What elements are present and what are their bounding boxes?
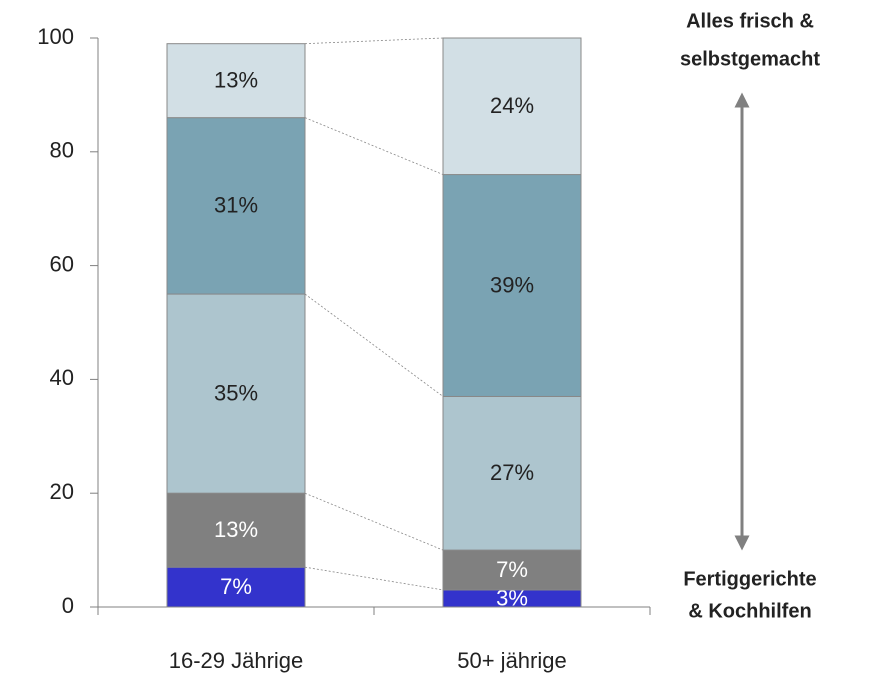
value-label: 39% xyxy=(490,272,534,297)
annotation: Fertiggerichte xyxy=(683,568,816,590)
bar-segment xyxy=(442,395,582,551)
value-label: 13% xyxy=(214,67,258,92)
y-tick-label: 20 xyxy=(50,479,74,504)
connector xyxy=(304,566,444,591)
y-tick-label: 0 xyxy=(62,593,74,618)
value-label: 35% xyxy=(214,380,258,405)
value-label: 13% xyxy=(214,517,258,542)
y-tick-label: 60 xyxy=(50,251,74,276)
connector xyxy=(304,492,444,551)
value-label: 7% xyxy=(496,557,528,582)
bar-segment xyxy=(166,492,306,568)
value-label: 24% xyxy=(490,93,534,118)
y-tick-label: 100 xyxy=(37,24,74,49)
connector xyxy=(304,117,444,175)
bar-segment xyxy=(166,566,306,608)
x-tick-label: 16-29 Jährige xyxy=(169,648,304,673)
y-tick-label: 40 xyxy=(50,365,74,390)
bar-segment xyxy=(442,549,582,591)
value-label: 7% xyxy=(220,574,252,599)
connector xyxy=(304,293,444,397)
y-tick-label: 80 xyxy=(50,138,74,163)
x-tick-label: 50+ jährige xyxy=(457,648,566,673)
bar-segment xyxy=(166,43,306,119)
annotation: & Kochhilfen xyxy=(688,600,811,622)
annotation: selbstgemacht xyxy=(680,48,820,70)
value-label: 31% xyxy=(214,193,258,218)
connector xyxy=(304,37,444,45)
bar-segment xyxy=(442,174,582,397)
bar-segment xyxy=(442,37,582,176)
annotation: Alles frisch & xyxy=(686,10,814,32)
value-label: 27% xyxy=(490,460,534,485)
